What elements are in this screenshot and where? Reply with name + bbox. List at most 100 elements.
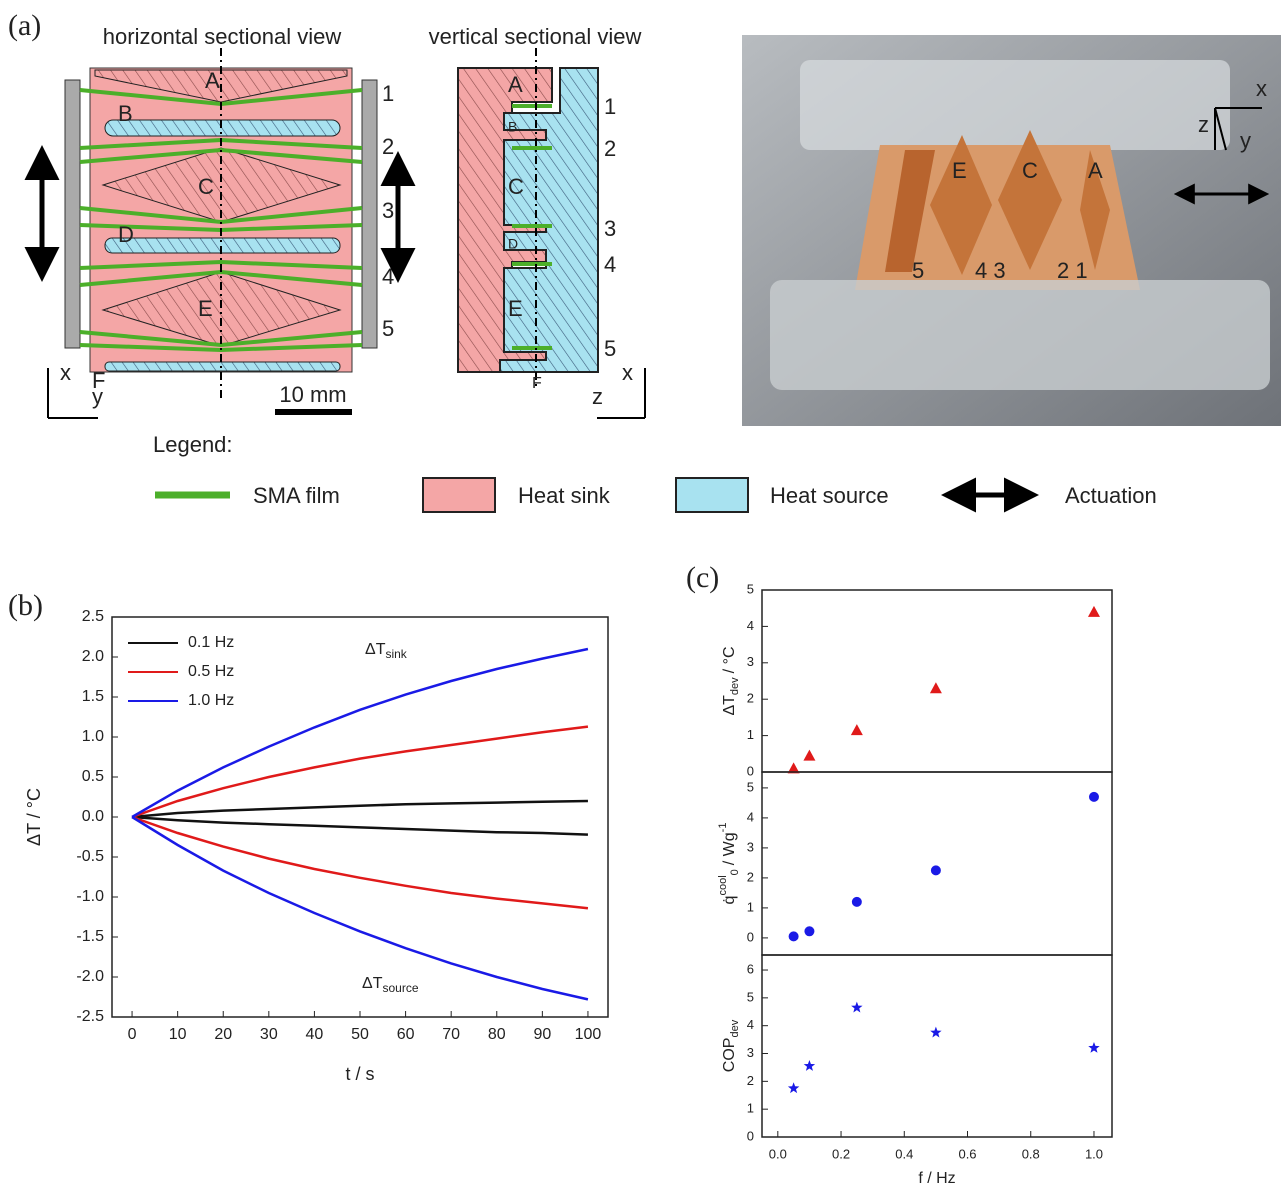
view-title: horizontal sectional view xyxy=(103,24,342,49)
y-tick-label: 2 xyxy=(747,869,754,884)
x-axis-label: f / Hz xyxy=(918,1170,955,1187)
y-tick-label: -2.0 xyxy=(76,968,104,985)
annotation-sub: source xyxy=(382,981,418,995)
y-tick-label: -1.0 xyxy=(76,888,104,905)
region-label: E xyxy=(198,296,213,321)
x-tick-label: 90 xyxy=(533,1026,551,1043)
y-tick-label: 0.0 xyxy=(82,808,104,825)
y-axis-label: ΔT / °C xyxy=(24,788,44,846)
x-tick-label: 0.4 xyxy=(895,1146,913,1161)
film-label: 4 xyxy=(382,264,394,289)
y-tick-label: -1.5 xyxy=(76,928,104,945)
series-line xyxy=(131,815,589,910)
y-tick-label: 3 xyxy=(747,839,754,854)
legend-item: Actuation xyxy=(1065,483,1157,508)
region-label: B xyxy=(118,101,133,126)
y-axis-label: COPdev xyxy=(721,1019,741,1072)
region xyxy=(101,147,342,223)
x-tick-label: 60 xyxy=(397,1026,415,1043)
photo-label: E xyxy=(952,158,967,183)
y-tick-label: 5 xyxy=(747,779,754,794)
x-tick-label: 10 xyxy=(169,1026,187,1043)
annotation: ΔTsource xyxy=(362,975,419,995)
film-label: 5 xyxy=(382,316,394,341)
film-label: 1 xyxy=(604,94,616,119)
point xyxy=(930,1026,942,1038)
region-label: A xyxy=(205,68,220,93)
label-main: ΔT xyxy=(721,695,738,716)
series-line xyxy=(131,647,589,819)
series-line xyxy=(131,725,589,819)
annotation: ΔTsink xyxy=(365,641,408,661)
vertical-view: vertical sectional view A B C D E F 1 2 … xyxy=(429,24,646,419)
axes-glyph xyxy=(597,368,646,419)
label-main: COP xyxy=(721,1038,738,1073)
y-tick-label: 0.5 xyxy=(82,768,104,785)
point xyxy=(788,931,799,942)
photo-axis: y xyxy=(1240,128,1251,153)
x-tick-label: 0.2 xyxy=(832,1146,850,1161)
region-labels: A B C D E F xyxy=(92,68,220,393)
film-labels: 1 2 3 4 5 xyxy=(604,94,616,361)
x-tick-label: 1.0 xyxy=(1085,1146,1103,1161)
panel-label: (b) xyxy=(8,589,43,622)
plot-frame xyxy=(761,589,1113,773)
y-tick-label: 1.5 xyxy=(82,688,104,705)
region-label: B xyxy=(508,119,517,135)
legend-label: 0.1 Hz xyxy=(188,634,234,651)
x-tick-label: 0.6 xyxy=(958,1146,976,1161)
x-tick-label: 0.0 xyxy=(769,1146,787,1161)
x-tick-label: 70 xyxy=(442,1026,460,1043)
y-tick-label: 2 xyxy=(747,691,754,706)
acrylic-block xyxy=(800,60,1230,150)
series-line xyxy=(131,799,588,819)
legend-item: Heat source xyxy=(770,483,889,508)
y-tick-label: 4 xyxy=(747,618,754,633)
legend-label: 0.5 Hz xyxy=(188,663,234,680)
scale-label: 10 mm xyxy=(279,382,346,407)
axis-letter: y xyxy=(92,384,103,409)
panel-label: (c) xyxy=(686,561,719,594)
label-unit: / °C xyxy=(721,646,738,673)
copper-part xyxy=(1080,150,1110,270)
legend-label: 1.0 Hz xyxy=(188,692,234,709)
axis-letter: x xyxy=(622,360,633,385)
legend-symbol xyxy=(675,477,749,513)
point xyxy=(850,724,863,736)
annotation-sub: sink xyxy=(385,647,407,661)
plot-frame xyxy=(761,771,1113,956)
label-sub: 0 xyxy=(729,869,741,875)
film-label: 2 xyxy=(382,134,394,159)
x-tick-label: 80 xyxy=(488,1026,506,1043)
plot-frame xyxy=(111,616,609,1018)
film-label: 5 xyxy=(604,336,616,361)
series-line xyxy=(131,815,589,1001)
y-axis-label: ΔTdev / °C xyxy=(721,646,741,715)
heat-source-section xyxy=(499,67,599,373)
axis-letter: z xyxy=(592,384,603,409)
photo-label: C xyxy=(1022,158,1038,183)
legend-symbol xyxy=(422,477,496,513)
region-label: F xyxy=(92,368,105,393)
film-label: 3 xyxy=(604,216,616,241)
region-label: D xyxy=(118,222,134,247)
x-tick-label: 0 xyxy=(128,1026,137,1043)
label-main: q̇ xyxy=(721,896,738,905)
film-label: 2 xyxy=(604,136,616,161)
y-tick-label: 5 xyxy=(747,581,754,596)
point xyxy=(851,896,862,907)
y-tick-label: 0 xyxy=(747,929,754,944)
charts: -2.5 -2.0 -1.5 -1.0 -0.5 0.0 0.5 1.0 1.5 2.0 2.5 0 1… xyxy=(24,581,1113,1187)
legend-title: Legend: xyxy=(153,432,233,457)
diagram-legend: Legend: SMA film Heat sink Heat source A… xyxy=(153,432,1157,513)
axis-letter: x xyxy=(60,360,71,385)
frame-bar xyxy=(64,79,81,349)
photo-label: 2 1 xyxy=(1057,258,1088,283)
region-label: F xyxy=(532,375,542,392)
point xyxy=(851,1001,863,1013)
y-tick-label: 6 xyxy=(747,961,754,976)
film-label: 1 xyxy=(382,81,394,106)
photo: E C A 5 4 3 2 1 x z y xyxy=(742,35,1281,426)
region xyxy=(104,361,341,372)
